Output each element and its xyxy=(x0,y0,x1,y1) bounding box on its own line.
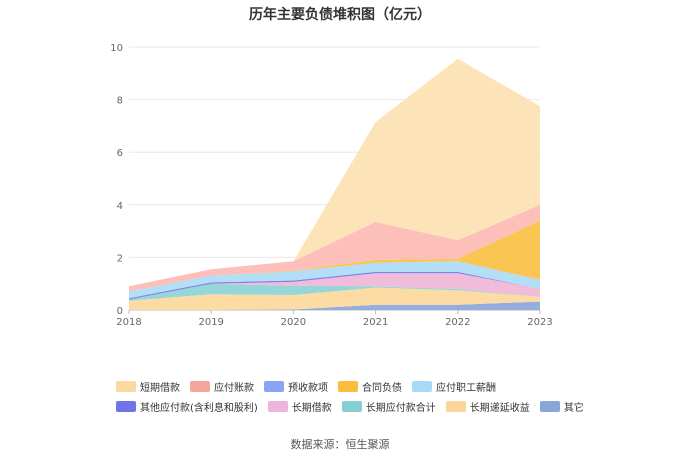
chart-legend: 短期借款 应付账款 预收款项 合同负债 应付职工薪酬其他应付款(含利息和股利) 长期借款 长… xyxy=(116,376,584,416)
legend-label: 长期借款 xyxy=(291,402,332,414)
legend-swatch xyxy=(539,400,560,412)
x-tick-label: 2021 xyxy=(363,317,388,328)
data-source: 数据来源：恒生聚源 xyxy=(290,438,390,451)
legend-swatch xyxy=(116,400,136,412)
area-series-2 xyxy=(129,283,540,301)
legend-item[interactable]: 长期递延收益 xyxy=(445,399,530,414)
legend-item[interactable]: 其他应付款(含利息和股利) xyxy=(116,399,258,414)
x-tick-label: 2018 xyxy=(116,317,141,328)
x-tick-label: 2019 xyxy=(198,317,223,328)
legend-label: 长期应付款合计 xyxy=(365,402,436,414)
y-tick-label: 4 xyxy=(117,201,123,212)
legend-label: 合同负债 xyxy=(362,382,402,394)
area-series-9 xyxy=(129,58,540,287)
legend-item[interactable]: 应付职工薪酬 xyxy=(412,379,496,394)
legend-swatch xyxy=(445,400,466,412)
legend-item[interactable]: 短期借款 xyxy=(116,379,180,394)
area-series-3 xyxy=(129,273,540,300)
legend-label: 长期递延收益 xyxy=(469,402,530,414)
x-tick-label: 2020 xyxy=(281,317,306,328)
legend-label: 预收款项 xyxy=(288,382,328,394)
area-series-4 xyxy=(129,271,540,300)
legend-label: 其他应付款(含利息和股利) xyxy=(140,402,258,414)
chart-title: 历年主要负债堆积图（亿元） xyxy=(249,7,431,23)
area-series-1 xyxy=(129,287,540,310)
legend-label: 应付职工薪酬 xyxy=(436,382,496,394)
legend-item[interactable]: 合同负债 xyxy=(338,379,402,394)
legend-item[interactable]: 其它 xyxy=(539,399,584,414)
legend-swatch xyxy=(190,380,210,392)
legend-item[interactable]: 预收款项 xyxy=(264,379,328,394)
y-tick-label: 0 xyxy=(117,306,123,317)
legend-label: 应付账款 xyxy=(214,382,254,394)
legend-item[interactable]: 长期借款 xyxy=(267,399,332,414)
y-tick-label: 2 xyxy=(117,253,123,264)
x-tick-label: 2022 xyxy=(445,317,470,328)
legend-swatch xyxy=(338,380,358,392)
legend-item[interactable]: 长期应付款合计 xyxy=(341,399,436,414)
legend-row: 其他应付款(含利息和股利) 长期借款 长期应付款合计 长期递延收益 其它 xyxy=(116,396,584,416)
x-tick-label: 2023 xyxy=(527,317,552,328)
legend-swatch xyxy=(412,380,432,392)
legend-swatch xyxy=(116,380,136,392)
legend-row: 短期借款 应付账款 预收款项 合同负债 应付职工薪酬 xyxy=(116,376,576,396)
area-series-0 xyxy=(129,301,540,310)
y-tick-label: 8 xyxy=(117,96,123,107)
legend-swatch xyxy=(341,400,362,412)
area-series-5 xyxy=(129,261,540,299)
y-tick-label: 10 xyxy=(110,43,123,54)
area-series-8 xyxy=(129,204,540,292)
legend-swatch xyxy=(264,380,284,392)
legend-label: 其它 xyxy=(563,402,584,414)
chart-plot: 0 2 4 6 8 10 2018 2019 2020 2021 2022 2023 xyxy=(110,43,552,328)
legend-swatch xyxy=(267,400,288,412)
y-tick-label: 6 xyxy=(117,148,123,159)
legend-item[interactable]: 应付账款 xyxy=(190,379,254,394)
legend-label: 短期借款 xyxy=(140,382,180,394)
